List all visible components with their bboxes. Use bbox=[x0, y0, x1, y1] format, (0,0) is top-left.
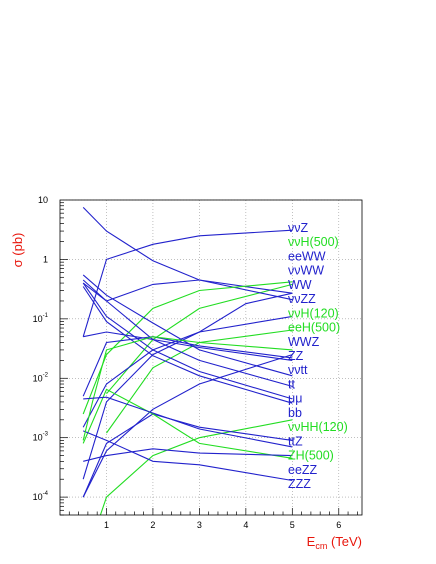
series-line bbox=[82, 282, 293, 400]
series-label: ννHH(120) bbox=[288, 420, 348, 434]
x-axis-title-sub: cm bbox=[315, 541, 327, 551]
series-label: ZZZ bbox=[288, 477, 311, 491]
series-label: ννH(120) bbox=[288, 306, 339, 320]
series-line bbox=[82, 430, 293, 482]
series-labels: ννZννH(500)eeWWννWWWWννZZννH(120)eeH(500… bbox=[288, 221, 348, 491]
series-label: ννZ bbox=[288, 221, 309, 235]
x-tick-label: 2 bbox=[150, 520, 155, 530]
series-label: ννH(500) bbox=[288, 235, 339, 249]
y-tick-exponent: -2 bbox=[43, 372, 49, 378]
series-line bbox=[82, 292, 293, 428]
y-tick-label: 10 bbox=[38, 195, 48, 205]
series-line bbox=[82, 354, 293, 498]
series-label: ννZZ bbox=[288, 292, 316, 306]
series-line bbox=[82, 413, 293, 498]
series-label: WWZ bbox=[288, 335, 320, 349]
y-tick-exponent: -3 bbox=[43, 432, 49, 438]
series-label: eeWW bbox=[288, 249, 326, 263]
y-tick-label: 10-4 bbox=[33, 491, 49, 502]
x-tick-label: 4 bbox=[243, 520, 248, 530]
series-line bbox=[99, 419, 293, 515]
y-tick-label: 10-3 bbox=[33, 432, 49, 443]
x-tick-label: 5 bbox=[290, 520, 295, 530]
series-line bbox=[82, 229, 293, 337]
y-tick-label: 10-1 bbox=[33, 313, 49, 324]
axis-ticks: 1 2 3 4 5 6 10-4 10-3 10-2 10-1 1 10 bbox=[33, 195, 358, 530]
series-line bbox=[82, 286, 293, 404]
x-axis-title-unit: (TeV) bbox=[327, 534, 362, 549]
series-label: WW bbox=[288, 278, 312, 292]
series-label: bb bbox=[288, 406, 302, 420]
y-tick-label: 1 bbox=[43, 254, 48, 264]
series-line bbox=[82, 279, 293, 302]
series-label: ννWW bbox=[288, 264, 324, 278]
series-line bbox=[82, 315, 293, 480]
x-tick-label: 6 bbox=[336, 520, 341, 530]
series-lines bbox=[82, 207, 293, 515]
y-axis-title: σ (pb) bbox=[10, 233, 25, 268]
series-label: eeH(500) bbox=[288, 321, 340, 335]
series-line bbox=[83, 396, 293, 448]
y-tick-label: 10-2 bbox=[33, 372, 49, 383]
x-axis-title: Ecm (TeV) bbox=[307, 534, 362, 551]
series-line bbox=[82, 281, 293, 415]
x-tick-label: 1 bbox=[104, 520, 109, 530]
series-label: ννtt bbox=[288, 363, 308, 377]
series-line bbox=[83, 331, 293, 361]
series-label: μμ bbox=[288, 392, 302, 406]
x-tick-label: 3 bbox=[197, 520, 202, 530]
series-line bbox=[82, 207, 293, 301]
series-line bbox=[83, 448, 293, 462]
plot-frame bbox=[59, 199, 363, 516]
series-label: ZZ bbox=[288, 349, 304, 363]
series-line bbox=[82, 336, 293, 441]
series-label: ttZ bbox=[288, 434, 303, 448]
series-line bbox=[82, 388, 293, 459]
series-line bbox=[82, 274, 293, 377]
series-label: ZH(500) bbox=[288, 449, 334, 463]
series-line bbox=[106, 329, 293, 434]
series-label: tt bbox=[288, 377, 295, 391]
x-axis-title-main: E bbox=[307, 534, 316, 549]
y-tick-exponent: -4 bbox=[43, 491, 49, 497]
y-tick-exponent: -1 bbox=[43, 313, 49, 319]
series-label: eeZZ bbox=[288, 463, 318, 477]
